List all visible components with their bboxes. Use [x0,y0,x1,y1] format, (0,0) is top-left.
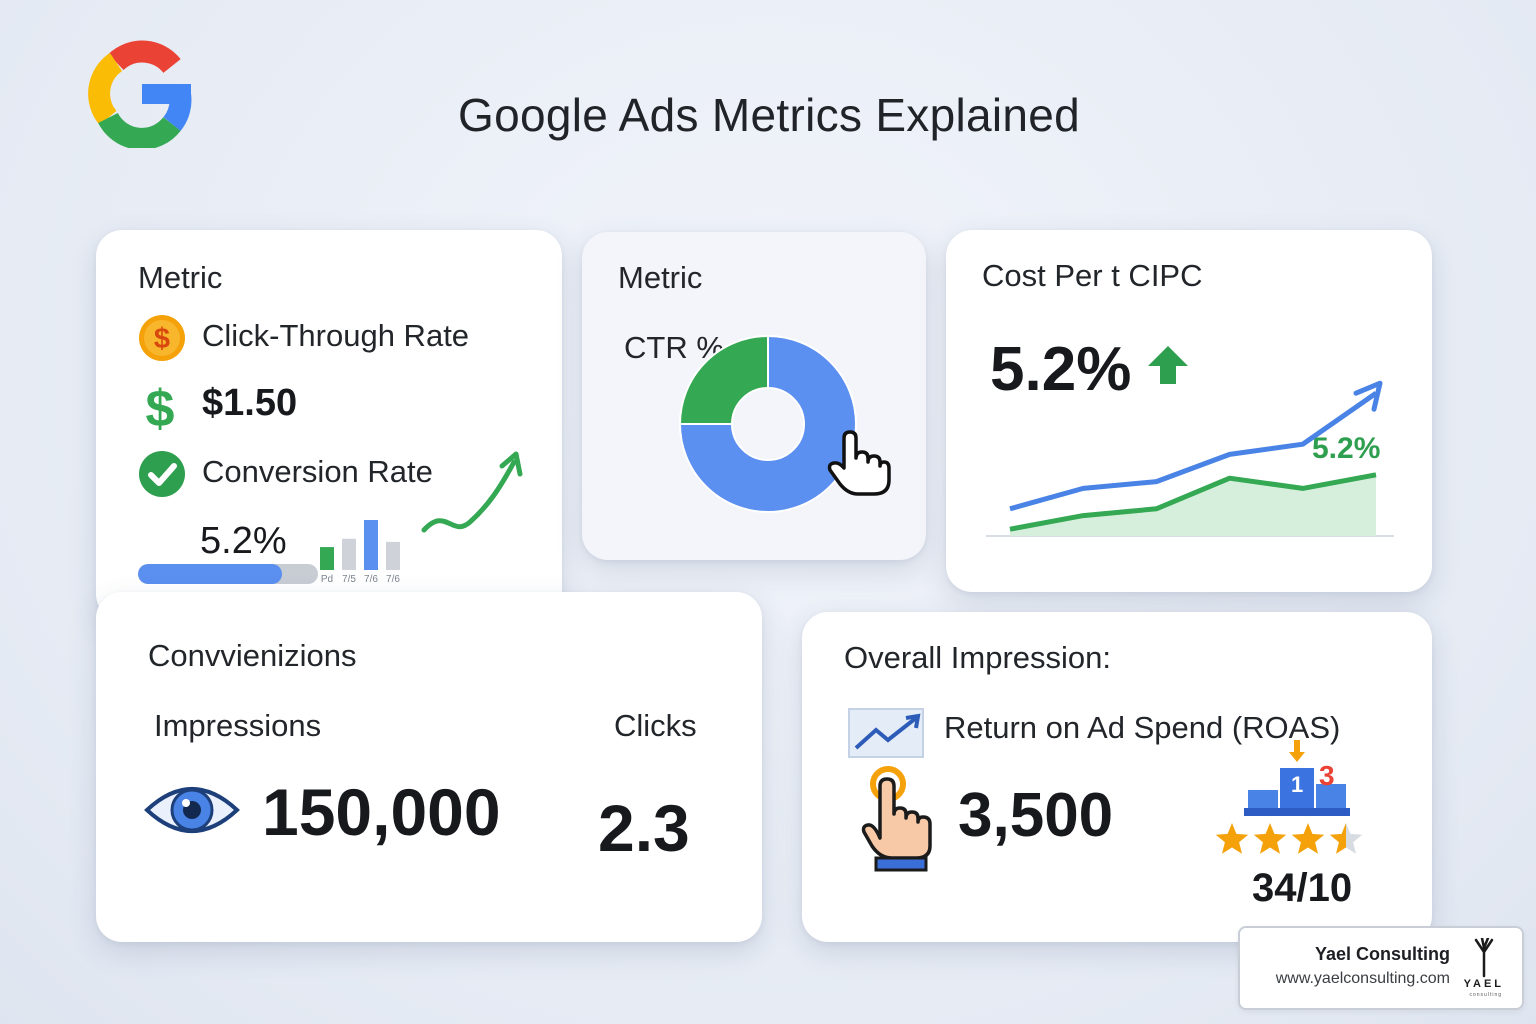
card-heading: Overall Impression: [844,640,1112,675]
mini-bar-tick: 7/5 [342,574,356,585]
rate-value: 5.2% [200,520,287,562]
mini-bar-tick: 7/6 [386,574,400,585]
conversion-rate-label: Conversion Rate [202,454,433,489]
rank-1: 1 [1291,772,1304,797]
mini-bar-tick: 7/6 [364,574,378,585]
progress-fill [138,564,282,584]
blue-line [1009,391,1378,512]
green-line [1009,472,1377,532]
mini-bar [320,547,334,570]
company-name: Yael Consulting [1314,944,1450,964]
rank-3: 3 [1319,760,1335,791]
line-chart-icon [848,708,924,758]
arrow-up-icon [1146,344,1190,386]
company-url[interactable]: www.yaelconsulting.com [1275,970,1450,987]
clicks-value: 2.3 [598,791,690,865]
page-title: Google Ads Metrics Explained [458,89,1081,141]
podium-icon [1242,736,1352,818]
roas-value: 3,500 [958,781,1114,850]
svg-text:$: $ [154,323,170,355]
impressions-card: Convvienizions Impressions Clicks 150,00… [96,592,762,942]
impressions-value: 150,000 [262,775,501,849]
overall-impression-card: Overall Impression: Return on Ad Spend (… [802,612,1432,942]
trend-arrow-icon [418,448,528,540]
card-heading: Metric [138,260,223,295]
google-logo-icon [88,40,196,150]
eye-icon [144,778,240,842]
dollar-sign-icon: $ [142,380,178,438]
green-area [1010,474,1376,536]
card-heading: Convvienizions [148,638,357,673]
progress-track [138,564,318,584]
yael-logo-icon [1460,936,1508,996]
mini-bar [364,520,378,570]
star-rating [1215,823,1363,854]
dollar-coin-icon: $ [138,314,186,362]
line-label: 5.2% [1312,432,1381,465]
svg-text:$: $ [146,380,175,432]
card-heading: Metric [618,260,703,295]
mini-bar-chart: Pd 7/5 7/6 7/6 [320,520,400,585]
ctr-donut-chart [678,334,857,513]
mini-bar [386,541,400,570]
card-heading: Cost Per t CIPC [982,258,1203,293]
ctr-label: Click-Through Rate [202,318,470,353]
donut-slice [678,334,857,513]
mini-bar [342,538,356,570]
blue-arrowhead [1353,380,1383,412]
hand-pointer-icon[interactable] [826,428,892,498]
cpc-value: $1.50 [202,382,298,424]
roas-label: Return on Ad Spend (ROAS) [944,710,1341,745]
line-chart [986,380,1394,537]
star-icon [1291,823,1325,854]
star-icon [1253,823,1287,854]
donut-slice [678,334,769,425]
star-icon [1329,823,1363,854]
ctr-donut-card: Metric CTR % [582,232,926,560]
clicks-label: Clicks [614,708,697,743]
score-value: 34/10 [1252,866,1353,910]
logo-subtext: consulting [1469,992,1502,998]
company-badge: Yael Consulting www.yaelconsulting.com Y… [1238,926,1524,1010]
check-circle-icon [138,450,186,498]
cpc-trend-card: Cost Per t CIPC 5.2% 5.2% [946,230,1432,592]
hand-tap-icon [860,766,936,872]
big-value: 5.2% [990,335,1132,404]
mini-bar-tick: Pd [321,574,333,585]
logo-text: YAEL [1463,978,1504,990]
impressions-label: Impressions [154,708,322,743]
star-icon [1215,823,1249,854]
metric-list-card: Metric $ Click-Through Rate $ $1.50 Conv… [96,230,562,620]
